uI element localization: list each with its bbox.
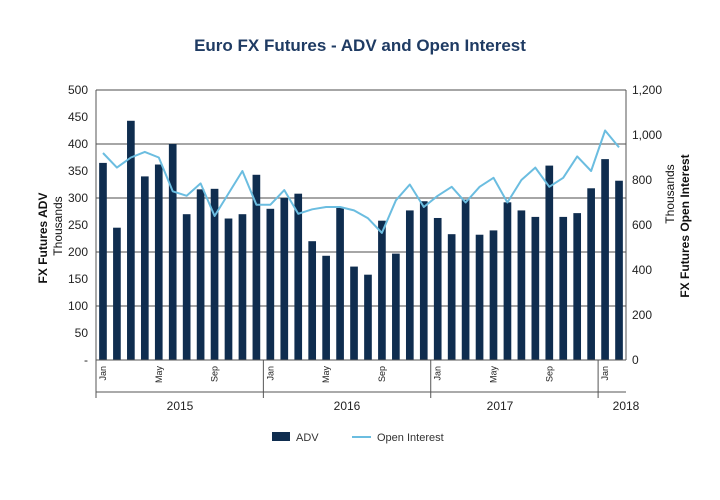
adv-bar bbox=[308, 241, 317, 360]
open-interest-line-group bbox=[102, 129, 620, 234]
adv-bar bbox=[113, 227, 121, 360]
adv-bar bbox=[266, 208, 275, 360]
adv-bar bbox=[475, 234, 484, 360]
adv-bar bbox=[154, 164, 163, 360]
adv-bar bbox=[531, 216, 540, 360]
adv-bar bbox=[224, 218, 233, 360]
axes bbox=[95, 90, 627, 393]
left-tick-label: 150 bbox=[68, 272, 88, 286]
adv-bar bbox=[350, 266, 358, 360]
legend-adv-swatch bbox=[272, 432, 290, 441]
adv-bar bbox=[127, 120, 135, 360]
adv-bar bbox=[252, 174, 261, 360]
adv-bar bbox=[447, 234, 456, 360]
left-axis-title: FX Futures ADV bbox=[36, 193, 50, 284]
adv-bar bbox=[182, 214, 191, 360]
month-tick-label: Sep bbox=[210, 366, 220, 382]
adv-bar bbox=[433, 217, 442, 360]
adv-bar bbox=[364, 274, 372, 360]
adv-bar bbox=[322, 255, 330, 360]
legend: ADV Open Interest bbox=[272, 432, 444, 444]
adv-bar bbox=[503, 202, 512, 360]
right-axis-subtitle: Thousands bbox=[663, 164, 677, 223]
right-tick-label: 1,000 bbox=[632, 128, 662, 142]
year-label: 2016 bbox=[334, 399, 361, 413]
month-tick-label: Jan bbox=[600, 366, 610, 381]
adv-bar bbox=[168, 144, 177, 360]
left-tick-label: 400 bbox=[68, 137, 88, 151]
adv-bars bbox=[99, 120, 623, 360]
right-tick-label: 800 bbox=[632, 173, 652, 187]
adv-bar bbox=[238, 214, 247, 360]
left-tick-label: 500 bbox=[68, 83, 88, 97]
right-tick-label: 1,200 bbox=[632, 83, 662, 97]
month-tick-label: Sep bbox=[544, 366, 554, 382]
adv-bar bbox=[615, 180, 623, 360]
year-label: 2017 bbox=[487, 399, 514, 413]
adv-bar bbox=[378, 220, 386, 360]
adv-bar bbox=[405, 210, 414, 360]
left-tick-label: 200 bbox=[68, 245, 88, 259]
left-tick-label: 100 bbox=[68, 299, 88, 313]
right-tick-label: 400 bbox=[632, 263, 652, 277]
adv-bar bbox=[461, 199, 470, 360]
adv-bar bbox=[336, 207, 344, 360]
adv-bar bbox=[392, 253, 400, 360]
adv-bar bbox=[419, 201, 428, 360]
adv-bar bbox=[559, 216, 568, 360]
left-tick-label: 50 bbox=[75, 326, 89, 340]
legend-adv-label: ADV bbox=[296, 432, 319, 444]
year-label: 2015 bbox=[167, 399, 194, 413]
adv-bar bbox=[545, 165, 554, 360]
year-label: 2018 bbox=[613, 399, 640, 413]
adv-bar bbox=[140, 176, 149, 360]
adv-bar bbox=[573, 213, 582, 360]
left-axis-ticks: 500 450 400 350 300 250 200 150 100 50 - bbox=[68, 83, 88, 367]
adv-bar bbox=[489, 230, 498, 360]
left-tick-label: 350 bbox=[68, 164, 88, 178]
left-tick-label: 250 bbox=[68, 218, 88, 232]
open-interest-line bbox=[102, 129, 620, 234]
month-tick-label: Jan bbox=[265, 366, 275, 381]
month-tick-label: Jan bbox=[433, 366, 443, 381]
x-axis-labels: Jan May Sep Jan May Sep Jan May Sep Jan 2015 2016 20… bbox=[95, 360, 640, 413]
right-tick-label: 200 bbox=[632, 308, 652, 322]
adv-bar bbox=[280, 198, 289, 360]
adv-bar bbox=[196, 189, 205, 360]
chart-title: Euro FX Futures - ADV and Open Interest bbox=[194, 36, 526, 55]
month-tick-label: May bbox=[489, 366, 499, 384]
legend-oi-label: Open Interest bbox=[377, 432, 444, 444]
left-tick-label: - bbox=[84, 353, 88, 367]
month-tick-label: May bbox=[154, 366, 164, 384]
right-axis-ticks: 1,200 1,000 800 600 400 200 0 bbox=[632, 83, 662, 367]
month-tick-label: May bbox=[321, 366, 331, 384]
month-tick-label: Jan bbox=[98, 366, 108, 381]
adv-bar bbox=[601, 159, 609, 360]
left-tick-label: 300 bbox=[68, 191, 88, 205]
left-tick-label: 450 bbox=[68, 110, 88, 124]
adv-bar bbox=[294, 193, 303, 360]
right-tick-label: 600 bbox=[632, 218, 652, 232]
right-tick-label: 0 bbox=[632, 353, 639, 367]
left-axis-subtitle: Thousands bbox=[51, 196, 65, 255]
right-axis-title: FX Futures Open Interest bbox=[678, 154, 692, 297]
adv-bar bbox=[99, 162, 107, 360]
month-tick-label: Sep bbox=[377, 366, 387, 382]
adv-bar bbox=[210, 188, 219, 360]
adv-bar bbox=[587, 188, 595, 360]
adv-bar bbox=[517, 210, 526, 360]
